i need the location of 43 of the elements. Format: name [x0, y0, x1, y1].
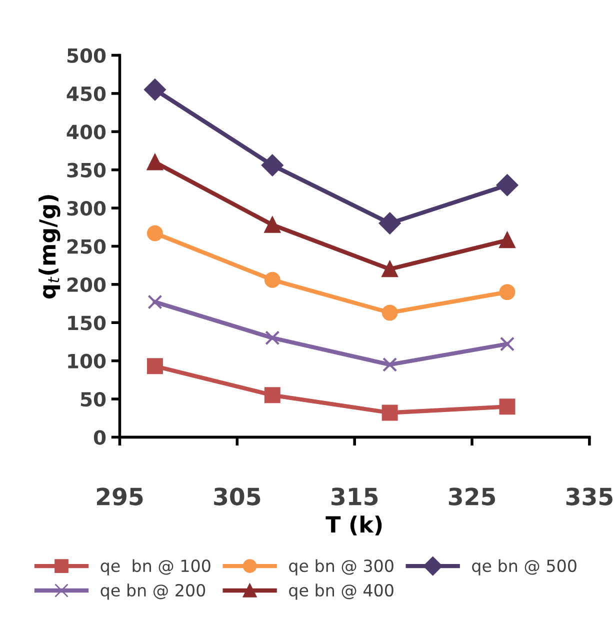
y-tick-label: 0: [94, 430, 106, 445]
x-tick-label: 325: [448, 488, 496, 506]
point: [146, 154, 163, 170]
x-tick-label: 295: [96, 488, 143, 506]
y-tick-label: 200: [67, 277, 106, 292]
point: [265, 330, 280, 346]
point: [146, 358, 163, 374]
y-tick-label: 350: [67, 162, 106, 178]
point: [382, 261, 398, 278]
legend-label: qe bn @ 400: [289, 584, 394, 600]
x-tick-label: 305: [214, 488, 260, 506]
point: [144, 78, 166, 101]
legend-label: qe bn @ 100: [100, 559, 210, 576]
point: [382, 404, 398, 421]
point: [499, 398, 516, 415]
y-tick-label: 400: [66, 124, 106, 140]
point: [264, 216, 280, 233]
point: [264, 272, 280, 288]
y-tick-label: 50: [80, 392, 106, 407]
y-tick-label: 250: [67, 239, 106, 254]
legend-label: qe bn @ 500: [472, 559, 576, 576]
y-tick-label: 300: [67, 200, 106, 216]
point: [262, 154, 284, 176]
x-tick-label: 335: [566, 488, 612, 506]
point: [148, 294, 162, 310]
point: [264, 387, 280, 404]
x-axis-title: T (k): [326, 516, 382, 536]
point: [146, 225, 163, 242]
point: [382, 304, 398, 321]
y-axis-title: q$_{t}$(mg/g): [38, 195, 60, 298]
legend-label: qe bn @ 200: [100, 584, 206, 600]
y-tick-label: 100: [68, 354, 106, 368]
point: [378, 212, 401, 234]
y-tick-label: 450: [66, 86, 106, 102]
y-tick-label: 500: [67, 48, 106, 63]
legend-label: qe bn @ 300: [289, 559, 394, 576]
point: [382, 357, 398, 372]
point: [499, 284, 516, 300]
x-tick-label: 315: [332, 488, 378, 506]
y-tick-label: 150: [68, 316, 106, 330]
point: [499, 232, 516, 248]
point: [500, 336, 515, 352]
point: [496, 174, 518, 196]
